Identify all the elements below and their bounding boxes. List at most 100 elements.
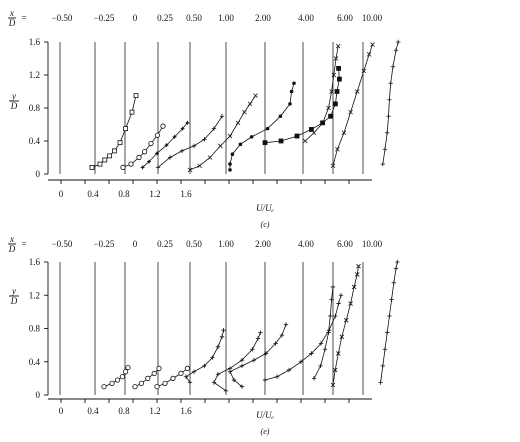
data-point [335, 146, 340, 152]
data-point [179, 148, 185, 154]
data-point [218, 143, 223, 149]
data-point [309, 351, 314, 356]
profile-series [262, 66, 342, 146]
x-tick-label: 1.6 [180, 406, 192, 416]
data-point [262, 140, 268, 146]
data-point [142, 149, 148, 155]
data-point [396, 39, 401, 45]
profile-series [228, 81, 296, 172]
data-point [339, 334, 345, 340]
data-point [219, 334, 225, 340]
data-point [156, 365, 162, 371]
data-point [211, 126, 217, 131]
x-tick-label: 0.8 [118, 406, 130, 416]
data-point [341, 130, 347, 136]
data-point [227, 133, 233, 139]
data-point [354, 272, 360, 277]
data-point [329, 89, 334, 94]
station-label-den: D [8, 244, 16, 254]
profile-series [380, 39, 401, 167]
data-point [279, 332, 285, 338]
data-point [292, 81, 296, 86]
profile-series [132, 365, 162, 390]
data-point [120, 164, 126, 170]
data-point [228, 162, 232, 166]
station-value: 4.00 [298, 13, 314, 23]
data-point [119, 374, 126, 380]
data-point [155, 165, 161, 170]
profile-curve [229, 324, 287, 388]
data-point [308, 127, 314, 132]
data-point [328, 113, 334, 119]
data-point-center [147, 160, 151, 163]
data-point [247, 101, 253, 107]
data-point-center [173, 135, 176, 139]
data-point [336, 301, 341, 306]
data-point [239, 363, 245, 369]
profile-series [154, 365, 190, 390]
data-point [154, 384, 160, 390]
data-point [253, 93, 258, 98]
profile-series [155, 114, 225, 170]
data-point [125, 364, 131, 371]
data-point [332, 367, 338, 373]
profile-curve [382, 41, 399, 165]
y-tick-label: 0.4 [29, 357, 41, 367]
data-point [207, 155, 213, 160]
data-point [330, 163, 336, 169]
station-value: 6.00 [337, 239, 353, 249]
data-point [238, 142, 243, 147]
data-point [242, 109, 247, 115]
data-point [393, 48, 399, 53]
data-point [255, 336, 261, 341]
data-point [385, 130, 390, 135]
data-point [329, 297, 334, 302]
panel-caption: (e) [261, 427, 270, 436]
station-label-num: x [9, 234, 14, 244]
data-point [258, 330, 263, 335]
station-value: 0.50 [186, 13, 202, 23]
data-point [332, 101, 338, 107]
data-point [389, 297, 394, 302]
data-point [288, 102, 292, 106]
data-point [318, 363, 323, 369]
data-point [184, 365, 190, 371]
data-point [322, 347, 328, 352]
profile-curve [91, 95, 137, 168]
data-point [89, 164, 95, 170]
y-tick-label: 0 [36, 169, 41, 179]
y-tick-label: 0 [36, 390, 41, 400]
profile-series [183, 327, 226, 385]
x-tick-label: 0.4 [87, 406, 99, 416]
data-point [343, 317, 349, 323]
data-point [136, 154, 142, 161]
profile-curve [264, 295, 342, 381]
data-point [393, 266, 399, 271]
data-point [351, 284, 357, 290]
profile-curve [229, 83, 295, 170]
data-point [294, 133, 300, 139]
data-point [138, 380, 144, 386]
profile-series [101, 364, 131, 390]
station-value: −0.50 [52, 13, 73, 23]
station-value: 0 [133, 239, 138, 249]
y-tick-label: 0.8 [29, 324, 41, 334]
station-value: 2.00 [255, 239, 271, 249]
data-point [197, 163, 202, 169]
profile-series [227, 322, 289, 389]
data-point [330, 284, 336, 290]
data-point [162, 380, 168, 386]
profile-series [211, 330, 263, 394]
data-point [202, 137, 207, 142]
profile-curve [122, 125, 164, 168]
data-point [302, 138, 308, 144]
station-label-den: D [8, 18, 16, 28]
y-tick-label: 1.6 [29, 37, 41, 47]
data-point [112, 148, 117, 154]
data-point [380, 161, 385, 167]
station-value: 2.00 [255, 13, 271, 23]
data-point [191, 369, 197, 374]
data-point [107, 153, 112, 159]
data-point [145, 375, 151, 381]
y-tick-label: 1.2 [29, 290, 40, 300]
